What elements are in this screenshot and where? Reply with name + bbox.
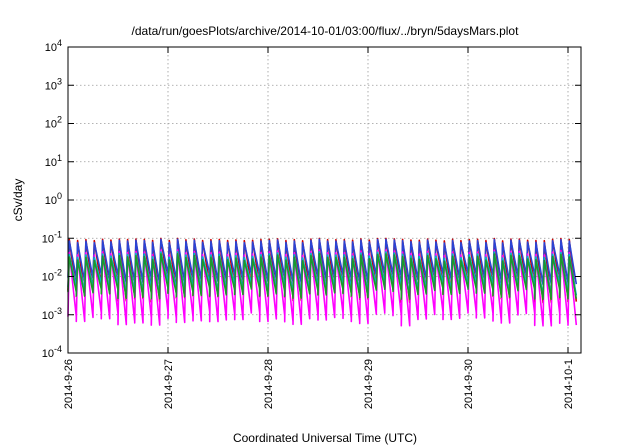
y-tick-label-exponent: 0 [57, 191, 62, 201]
ticks [67, 46, 581, 354]
y-tick-label: 10-2 [42, 268, 62, 284]
y-tick-label: 100 [45, 191, 62, 207]
y-tick-label: 10-4 [42, 344, 62, 360]
y-tick-label: 10-3 [42, 306, 62, 322]
y-tick-label-base: 10 [42, 310, 54, 322]
y-tick-label-base: 10 [45, 157, 57, 169]
y-tick-label: 102 [45, 115, 62, 131]
series-layer [67, 237, 578, 327]
y-tick-label-exponent: -3 [54, 306, 62, 316]
y-axis-label: cSv/day [11, 179, 25, 222]
x-tick-label: 2014-9-27 [163, 359, 175, 409]
y-tick-label-base: 10 [45, 195, 57, 207]
x-tick-label: 2014-9-30 [463, 359, 475, 409]
y-tick-label-base: 10 [45, 119, 57, 131]
y-tick-label-exponent: 1 [57, 153, 62, 163]
x-tick-label: 2014-10-1 [563, 359, 575, 409]
y-tick-label-exponent: -2 [54, 268, 62, 278]
y-tick-label-exponent: 3 [57, 76, 62, 86]
x-tick-labels: 2014-9-26 2014-9-27 2014-9-28 2014-9-29 2014… [63, 359, 575, 409]
x-tick-label: 2014-9-29 [363, 359, 375, 409]
y-tick-label: 104 [45, 38, 62, 54]
y-tick-label: 103 [45, 76, 62, 92]
series-line [67, 252, 578, 300]
y-tick-label: 101 [45, 153, 62, 169]
y-tick-label-exponent: -1 [54, 229, 62, 239]
y-tick-label-base: 10 [42, 233, 54, 245]
y-tick-label-exponent: -4 [54, 344, 62, 354]
x-axis-label: Coordinated Universal Time (UTC) [233, 431, 417, 445]
chart-title: /data/run/goesPlots/archive/2014-10-01/0… [132, 24, 520, 38]
y-tick-label-base: 10 [45, 80, 57, 92]
y-tick-label-base: 10 [42, 348, 54, 360]
y-tick-label-exponent: 4 [57, 38, 62, 48]
y-tick-label-base: 10 [42, 272, 54, 284]
y-tick-label-base: 10 [45, 42, 57, 54]
x-tick-label: 2014-9-28 [263, 359, 275, 409]
y-tick-label: 10-1 [42, 229, 62, 245]
series-line [67, 249, 578, 327]
x-tick-label: 2014-9-26 [63, 359, 75, 409]
y-tick-label-exponent: 2 [57, 115, 62, 125]
